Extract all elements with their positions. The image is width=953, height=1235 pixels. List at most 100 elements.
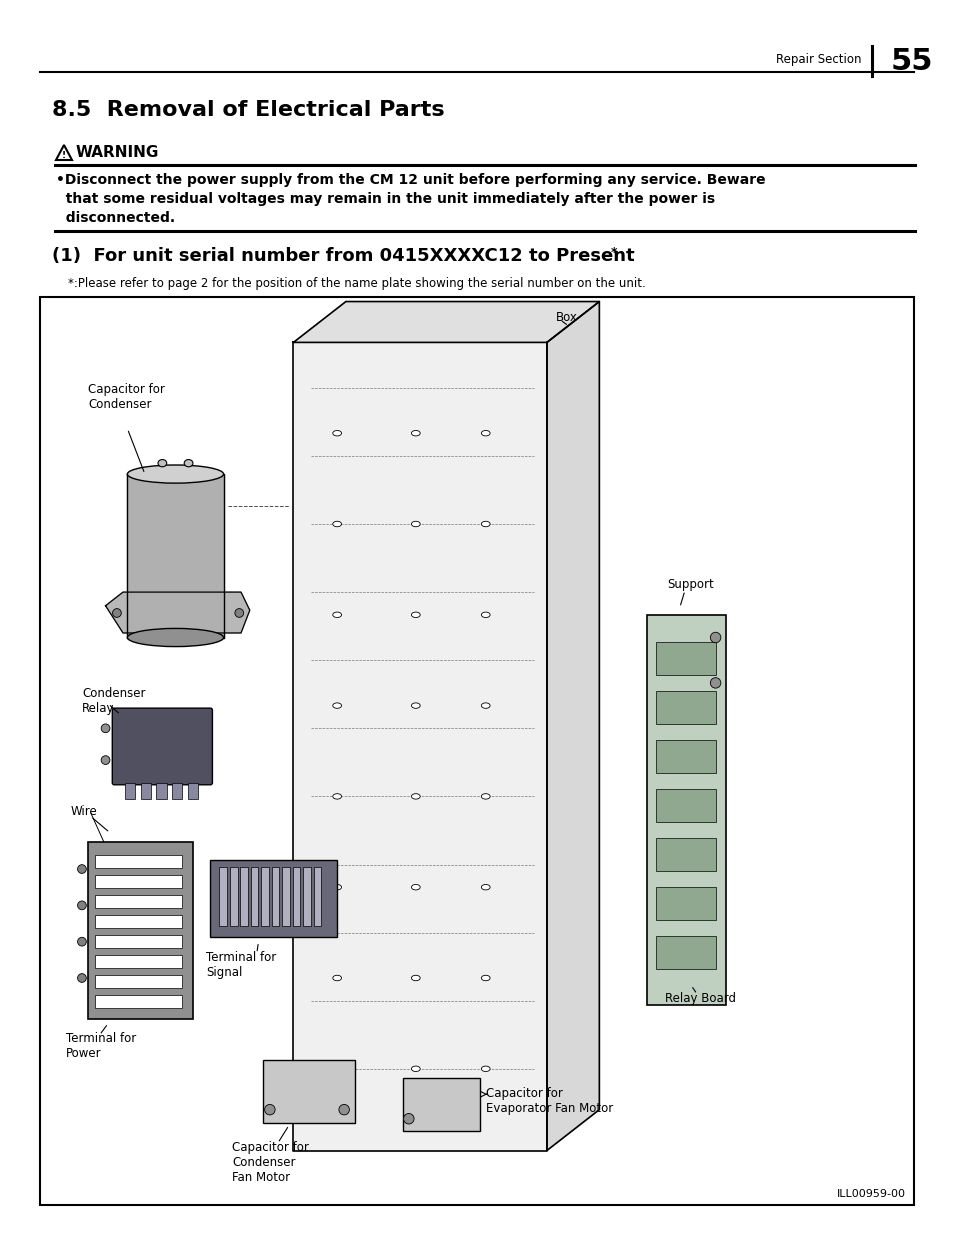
Circle shape <box>403 1114 414 1124</box>
Circle shape <box>77 902 86 910</box>
Bar <box>656 789 715 821</box>
Bar <box>261 867 269 926</box>
Text: Wire: Wire <box>71 805 97 819</box>
Bar <box>656 740 715 773</box>
Ellipse shape <box>411 703 419 709</box>
Bar <box>156 783 167 799</box>
Text: Support: Support <box>667 578 714 592</box>
Ellipse shape <box>481 884 490 890</box>
Bar <box>656 692 715 724</box>
Ellipse shape <box>481 521 490 526</box>
Text: Capacitor for
Condenser: Capacitor for Condenser <box>88 383 165 411</box>
Bar <box>188 783 198 799</box>
Text: ILL00959-00: ILL00959-00 <box>836 1189 905 1199</box>
Bar <box>656 642 715 674</box>
Circle shape <box>338 1104 349 1115</box>
Bar <box>656 936 715 969</box>
Ellipse shape <box>481 613 490 618</box>
Circle shape <box>77 864 86 873</box>
Ellipse shape <box>481 431 490 436</box>
Ellipse shape <box>333 521 341 526</box>
Circle shape <box>77 973 86 982</box>
Ellipse shape <box>481 1066 490 1072</box>
Bar <box>303 867 311 926</box>
Ellipse shape <box>481 794 490 799</box>
Text: Terminal for
Power: Terminal for Power <box>66 1032 136 1061</box>
Bar <box>95 876 182 888</box>
Bar <box>95 935 182 948</box>
Bar <box>647 615 725 1005</box>
Text: disconnected.: disconnected. <box>56 211 175 225</box>
Ellipse shape <box>411 521 419 526</box>
Text: Terminal for
Signal: Terminal for Signal <box>206 951 276 979</box>
Circle shape <box>710 632 720 642</box>
Ellipse shape <box>481 976 490 981</box>
Text: •Disconnect the power supply from the CM 12 unit before performing any service. : •Disconnect the power supply from the CM… <box>56 173 765 186</box>
Ellipse shape <box>411 1066 419 1072</box>
Bar <box>656 887 715 920</box>
Text: *:Please refer to page 2 for the position of the name plate showing the serial n: *:Please refer to page 2 for the positio… <box>68 277 645 290</box>
Bar <box>240 867 248 926</box>
Ellipse shape <box>411 976 419 981</box>
Bar <box>272 867 279 926</box>
Ellipse shape <box>411 613 419 618</box>
Bar <box>656 839 715 871</box>
Bar <box>125 783 135 799</box>
Bar <box>314 867 321 926</box>
Text: !: ! <box>62 152 66 161</box>
Bar <box>95 856 182 868</box>
Bar <box>95 895 182 908</box>
Text: Capacitor for
Evaporator Fan Motor: Capacitor for Evaporator Fan Motor <box>485 1087 613 1115</box>
Bar <box>293 867 300 926</box>
Polygon shape <box>294 342 546 1151</box>
Bar <box>211 860 336 937</box>
Circle shape <box>234 609 243 618</box>
Circle shape <box>101 724 110 732</box>
Circle shape <box>112 609 121 618</box>
Ellipse shape <box>333 1066 341 1072</box>
Bar <box>95 995 182 1008</box>
Ellipse shape <box>158 459 167 467</box>
Ellipse shape <box>128 629 223 647</box>
Text: Condenser
Relay: Condenser Relay <box>82 688 145 715</box>
Bar <box>172 783 182 799</box>
Bar <box>402 1078 479 1130</box>
Text: 8.5  Removal of Electrical Parts: 8.5 Removal of Electrical Parts <box>52 100 444 120</box>
Bar <box>95 956 182 968</box>
Text: Box: Box <box>555 311 577 325</box>
Ellipse shape <box>184 459 193 467</box>
Text: 55: 55 <box>890 47 932 77</box>
Ellipse shape <box>333 431 341 436</box>
Polygon shape <box>106 592 250 634</box>
Circle shape <box>264 1104 274 1115</box>
Text: Relay Board: Relay Board <box>664 992 735 1004</box>
Circle shape <box>101 756 110 764</box>
Ellipse shape <box>333 703 341 709</box>
Bar <box>95 976 182 988</box>
Ellipse shape <box>333 976 341 981</box>
Text: Capacitor for
Condenser
Fan Motor: Capacitor for Condenser Fan Motor <box>232 1141 309 1184</box>
Bar <box>251 867 258 926</box>
Text: that some residual voltages may remain in the unit immediately after the power i: that some residual voltages may remain i… <box>56 191 715 206</box>
Text: (1)  For unit serial number from 0415XXXXC12 to Present: (1) For unit serial number from 0415XXXX… <box>52 247 634 266</box>
Bar <box>282 867 290 926</box>
Text: WARNING: WARNING <box>76 144 159 161</box>
Bar <box>40 296 913 1205</box>
Circle shape <box>710 678 720 688</box>
Polygon shape <box>294 301 598 342</box>
Bar <box>219 867 227 926</box>
Polygon shape <box>546 301 598 1151</box>
Text: Repair Section: Repair Section <box>776 53 862 65</box>
Bar <box>230 867 237 926</box>
Ellipse shape <box>333 884 341 890</box>
Text: *: * <box>610 246 617 259</box>
Ellipse shape <box>411 794 419 799</box>
Ellipse shape <box>411 431 419 436</box>
Ellipse shape <box>333 794 341 799</box>
Bar <box>95 915 182 927</box>
Ellipse shape <box>128 466 223 483</box>
Bar <box>88 842 193 1019</box>
Ellipse shape <box>411 884 419 890</box>
Bar <box>263 1060 355 1124</box>
Ellipse shape <box>333 613 341 618</box>
